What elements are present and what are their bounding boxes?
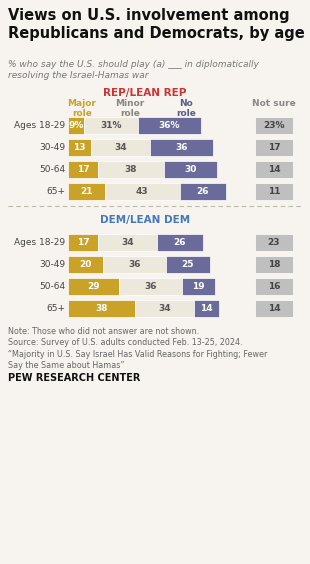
Text: PEW RESEARCH CENTER: PEW RESEARCH CENTER [8, 373, 140, 383]
Text: 11: 11 [268, 187, 280, 196]
Text: 36: 36 [144, 282, 157, 291]
Bar [255, 161, 293, 178]
Text: 65+: 65+ [46, 304, 65, 313]
Text: 21: 21 [80, 187, 93, 196]
Text: 38: 38 [125, 165, 137, 174]
Text: 34: 34 [114, 143, 127, 152]
Text: Not sure: Not sure [252, 99, 296, 108]
Bar [84, 117, 138, 134]
Text: REP/LEAN REP: REP/LEAN REP [103, 88, 187, 98]
Text: 34: 34 [158, 304, 170, 313]
Bar [164, 161, 217, 178]
Text: 17: 17 [268, 143, 280, 152]
Text: 30-49: 30-49 [39, 260, 65, 269]
Text: Views on U.S. involvement among
Republicans and Democrats, by age: Views on U.S. involvement among Republic… [8, 8, 305, 41]
Text: 43: 43 [136, 187, 149, 196]
Bar [68, 117, 84, 134]
Bar [68, 234, 98, 251]
Text: No
role: No role [176, 99, 196, 118]
Text: 65+: 65+ [46, 187, 65, 196]
Text: 23: 23 [268, 238, 280, 247]
Text: 31%: 31% [100, 121, 122, 130]
Bar [255, 256, 293, 273]
Text: 50-64: 50-64 [39, 282, 65, 291]
Bar [138, 117, 201, 134]
Bar [105, 183, 180, 200]
Text: 34: 34 [121, 238, 134, 247]
Text: 36: 36 [175, 143, 188, 152]
Bar [255, 278, 293, 295]
Bar [98, 161, 164, 178]
Bar [68, 161, 98, 178]
Bar [68, 183, 105, 200]
Bar [98, 234, 157, 251]
Text: 30-49: 30-49 [39, 143, 65, 152]
Text: 38: 38 [95, 304, 108, 313]
Text: 18: 18 [268, 260, 280, 269]
Bar [68, 278, 119, 295]
Text: DEM/LEAN DEM: DEM/LEAN DEM [100, 215, 190, 225]
Bar [91, 139, 150, 156]
Text: 14: 14 [268, 165, 280, 174]
Bar [150, 139, 213, 156]
Text: 36%: 36% [159, 121, 180, 130]
Bar [255, 300, 293, 317]
Bar [255, 117, 293, 134]
Bar [157, 234, 203, 251]
Text: Note: Those who did not answer are not shown.
Source: Survey of U.S. adults cond: Note: Those who did not answer are not s… [8, 327, 267, 371]
Text: 26: 26 [174, 238, 186, 247]
Text: 14: 14 [200, 304, 213, 313]
Bar [119, 278, 182, 295]
Text: 20: 20 [79, 260, 92, 269]
Text: 14: 14 [268, 304, 280, 313]
Bar [182, 278, 215, 295]
Bar [180, 183, 225, 200]
Text: 19: 19 [192, 282, 205, 291]
Text: 25: 25 [182, 260, 194, 269]
Text: 17: 17 [77, 238, 89, 247]
Text: 16: 16 [268, 282, 280, 291]
Text: 13: 13 [73, 143, 86, 152]
Text: % who say the U.S. should play (a) ___ in diplomatically
resolving the Israel-Ha: % who say the U.S. should play (a) ___ i… [8, 60, 259, 80]
Bar [103, 256, 166, 273]
Text: 36: 36 [128, 260, 141, 269]
Text: 17: 17 [77, 165, 89, 174]
Bar [135, 300, 194, 317]
Bar [68, 300, 135, 317]
Bar [255, 234, 293, 251]
Bar [166, 256, 210, 273]
Text: Minor
role: Minor role [115, 99, 145, 118]
Bar [255, 139, 293, 156]
Bar [255, 183, 293, 200]
Text: 26: 26 [197, 187, 209, 196]
Text: Major
role: Major role [68, 99, 96, 118]
Bar [194, 300, 219, 317]
Text: 50-64: 50-64 [39, 165, 65, 174]
Text: Ages 18-29: Ages 18-29 [14, 121, 65, 130]
Bar [68, 139, 91, 156]
Text: 9%: 9% [68, 121, 84, 130]
Text: 30: 30 [184, 165, 197, 174]
Text: Ages 18-29: Ages 18-29 [14, 238, 65, 247]
Text: 29: 29 [87, 282, 100, 291]
Text: 23%: 23% [263, 121, 285, 130]
Bar [68, 256, 103, 273]
